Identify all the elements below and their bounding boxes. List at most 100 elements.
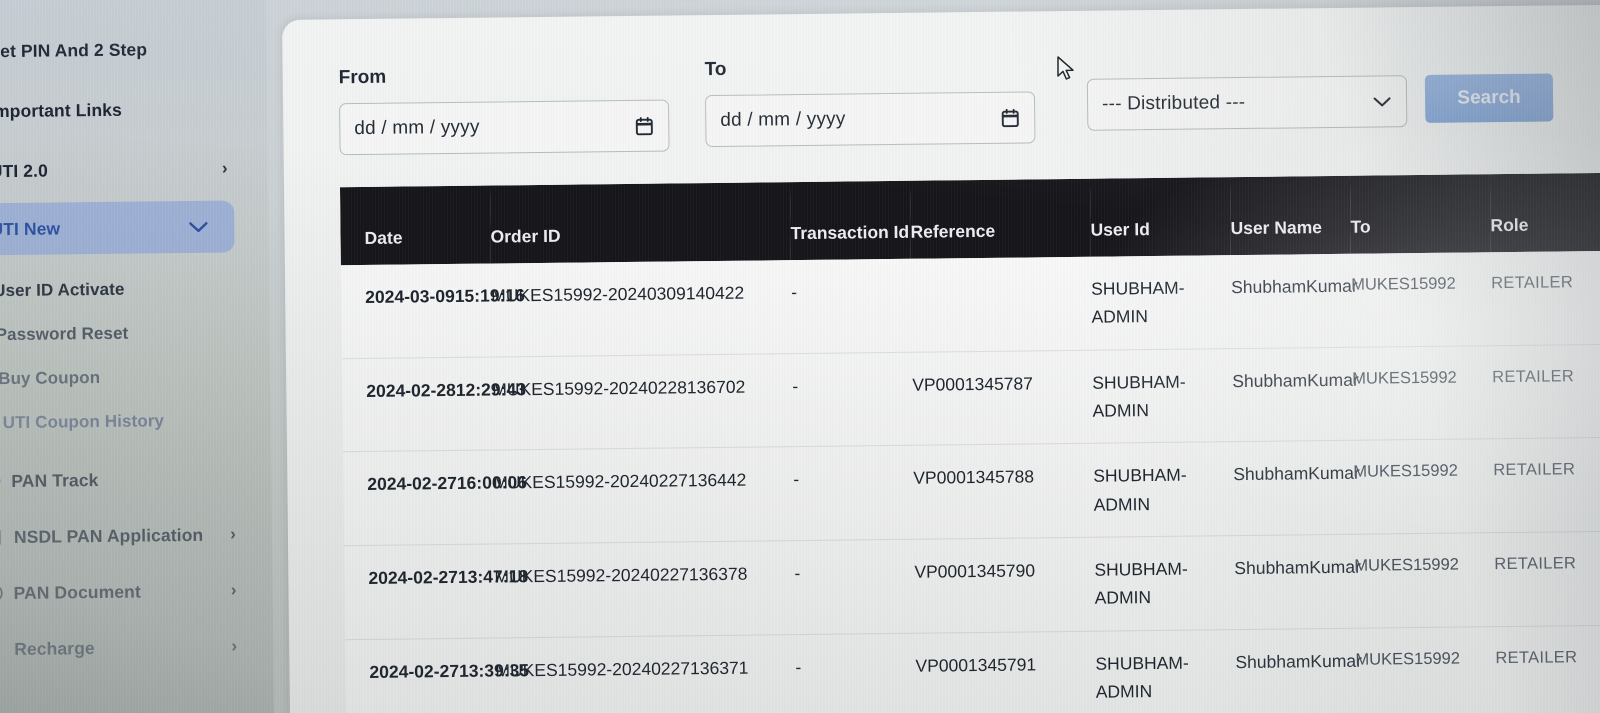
from-date-placeholder: dd / mm / yyyy [354,116,480,140]
clock-icon [0,471,3,491]
cell-reference: VP0001345791 [915,630,1097,713]
cell-reference: VP0001345787 [911,349,1093,446]
sidebar-item-pan-track[interactable]: PAN Track [0,456,272,503]
sidebar-item-label: Buy Coupon [0,367,101,389]
column-header-user-id[interactable]: User Id [1089,177,1231,257]
sidebar-item-label: UTI 2.0 [0,160,48,181]
distributed-select[interactable]: --- Distributed --- [1086,75,1408,131]
cell-date: 2024-02-2812:29:43 [341,356,526,453]
cell-transaction-id: - [790,258,912,354]
sidebar-item-buy-coupon[interactable]: Buy Coupon [0,354,270,401]
table-row[interactable]: 2024-03-0915:19:16 MUKES15992-20240309140… [340,250,1600,359]
column-header-to[interactable]: To [1349,174,1491,254]
column-header-order-id[interactable]: Order ID [489,182,791,264]
column-header-role[interactable]: Role [1489,172,1600,253]
calendar-icon[interactable] [1000,107,1020,128]
chevron-right-icon: › [230,580,237,600]
sidebar-item-label: NSDL PAN Application [13,524,204,547]
cell-to: MUKES15992 [1355,626,1497,713]
sidebar-item-nsdl-pan-application[interactable]: NSDL PAN Application › [0,512,272,559]
sidebar-item-password-reset[interactable]: Password Reset [0,310,270,357]
sidebar: Training Video Set PIN And 2 Step Import… [0,0,275,713]
cell-user-name: ShubhamKumar [1232,440,1360,536]
sidebar-item-pan-document[interactable]: PAN Document › [0,568,273,615]
sidebar-item-label: PAN Track [11,469,99,491]
cell-role: RETAILER [1493,531,1600,627]
sidebar-item-important-links[interactable]: Important Links [0,86,267,133]
table-body: 2024-03-0915:19:16 MUKES15992-20240309140… [340,250,1600,713]
calendar-icon[interactable] [634,115,654,136]
column-header-transaction-id[interactable]: Transaction Id [789,180,911,261]
cell-order-id: MUKES15992-20240227136371 [495,634,797,713]
cell-user-name: ShubhamKumar [1235,628,1362,713]
sidebar-item-label: User ID Activate [0,279,125,301]
search-button[interactable]: Search [1424,73,1554,123]
cell-to: MUKES15992 [1350,252,1492,347]
table-header: Date Order ID Transaction Id Reference U… [339,172,1600,266]
cell-role: RETAILER [1495,624,1600,713]
chevron-down-icon [188,220,208,233]
to-date-field: To dd / mm / yyyy [704,55,1036,148]
cell-date: 2024-02-2716:00:06 [342,450,527,546]
cell-role: RETAILER [1491,343,1600,440]
cell-user-name: ShubhamKumar [1230,253,1358,349]
chevron-down-icon [1372,95,1392,108]
badge-icon [0,583,6,603]
table-header-row: Date Order ID Transaction Id Reference U… [339,172,1600,266]
cell-date: 2024-02-2713:39:35 [345,637,529,713]
to-date-placeholder: dd / mm / yyyy [720,108,846,131]
column-header-date[interactable]: Date [339,185,491,266]
transactions-table: Date Order ID Transaction Id Reference U… [339,172,1600,713]
cell-user-id: SHUBHAM-ADMIN [1092,442,1234,538]
main-content-card: From dd / mm / yyyy To dd / mm [282,4,1600,713]
document-icon [0,527,6,547]
cell-date: 2024-03-0915:19:16 [340,263,525,359]
cell-user-name: ShubhamKumar [1233,534,1361,630]
distributed-selected-value: --- Distributed --- [1101,91,1246,115]
cell-transaction-id: - [794,539,916,635]
from-date-field: From dd / mm / yyyy [339,64,670,156]
cell-transaction-id: - [792,445,915,541]
table-row[interactable]: 2024-02-2713:47:18 MUKES15992-20240227136… [344,531,1600,640]
cell-order-id: MUKES15992-20240309140422 [490,260,792,357]
table-row[interactable]: 2024-02-2716:00:06 MUKES15992-20240227136… [342,437,1600,546]
sidebar-item-set-pin-and-2-step[interactable]: Set PIN And 2 Step [0,26,267,73]
sidebar-item-label: UTI New [0,217,61,239]
cell-reference: VP0001345790 [914,537,1096,634]
cell-reference [910,256,1092,352]
chevron-right-icon: › [231,636,238,656]
sidebar-item-uti-new[interactable]: UTI New [0,200,235,256]
sidebar-item-label: Set PIN And 2 Step [0,38,148,61]
to-label: To [704,58,727,81]
cell-user-id: SHUBHAM-ADMIN [1091,348,1233,444]
column-header-user-name[interactable]: User Name [1229,175,1351,256]
transactions-table-scroll[interactable]: Date Order ID Transaction Id Reference U… [339,172,1600,713]
cell-order-id: MUKES15992-20240228136702 [491,353,793,451]
sidebar-item-label: UTI Coupon History [2,411,165,433]
filter-bar: From dd / mm / yyyy To dd / mm [339,53,1600,197]
search-button-wrap: Search [1424,37,1554,123]
from-date-input[interactable]: dd / mm / yyyy [339,99,670,156]
sidebar-item-uti-coupon-history[interactable]: UTI Coupon History [0,398,271,445]
cell-order-id: MUKES15992-20240227136378 [494,540,796,638]
sidebar-item-uti-20[interactable]: UTI 2.0 › [0,146,268,193]
sidebar-item-recharge[interactable]: Recharge › [0,624,273,671]
cell-to: MUKES15992 [1351,345,1493,441]
cell-user-name: ShubhamKumar [1231,346,1359,443]
chevron-right-icon: › [221,158,228,178]
chevron-right-icon: › [230,524,237,544]
column-header-reference[interactable]: Reference [909,178,1091,259]
sidebar-item-label: Password Reset [0,323,129,345]
cell-order-id: MUKES15992-20240227136442 [492,447,795,545]
table-row[interactable]: 2024-02-2713:39:35 MUKES15992-20240227136… [345,624,1600,713]
cell-role: RETAILER [1492,437,1600,533]
cell-user-id: SHUBHAM-ADMIN [1095,629,1237,713]
sidebar-item-user-id-activate[interactable]: User ID Activate [0,266,269,313]
sidebar-item-label: Important Links [0,99,122,121]
table-row[interactable]: 2024-02-2812:29:43 MUKES15992-20240228136… [341,343,1600,453]
to-date-input[interactable]: dd / mm / yyyy [704,91,1036,148]
cell-to: MUKES15992 [1352,439,1494,535]
sidebar-item-label: PAN Document [13,581,141,603]
cell-to: MUKES15992 [1353,532,1496,629]
